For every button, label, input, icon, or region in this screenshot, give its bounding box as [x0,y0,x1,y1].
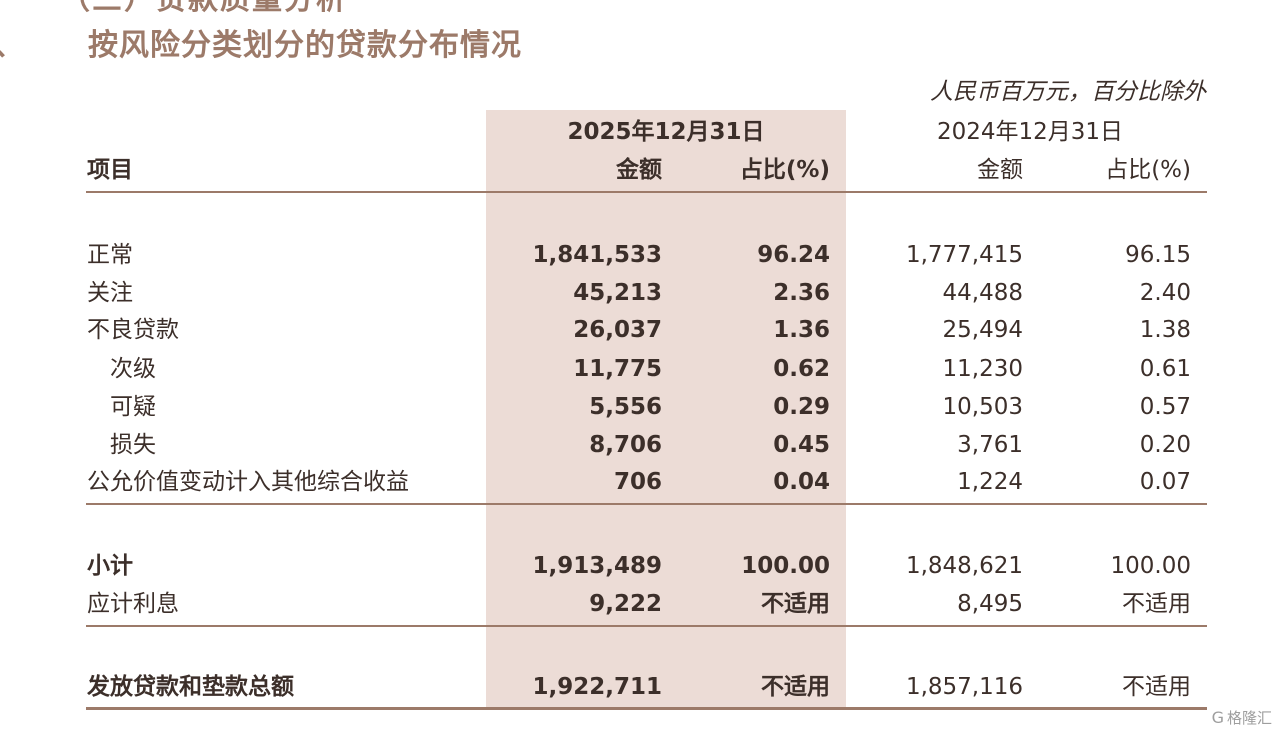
ratio-2024: 96.15 [1125,242,1191,268]
total-rule [86,625,1207,627]
ratio-2024: 2.40 [1139,280,1191,306]
ratio-2024: 100.00 [1110,553,1191,579]
ratio-2025: 不适用 [761,674,830,700]
header-amount-2024: 金额 [977,157,1023,183]
amount-2024: 44,488 [942,280,1023,306]
row-label: 应计利息 [87,591,179,617]
ratio-2025: 1.36 [773,317,830,343]
previous-heading-partial: （三）贷款质量分析 [60,0,348,18]
ratio-2025: 0.04 [773,469,830,495]
ratio-2024: 1.38 [1139,317,1191,343]
row-label: 损失 [110,432,156,458]
gelonghui-logo-icon: G [1211,708,1224,727]
row-label: 发放贷款和垫款总额 [87,674,294,700]
header-rule [86,191,1207,193]
ratio-2024: 0.57 [1139,394,1191,420]
ratio-2024: 0.20 [1139,432,1191,458]
section-marker: 、 [0,20,24,64]
ratio-2024: 0.61 [1139,356,1191,382]
amount-2024: 25,494 [942,317,1023,343]
amount-2025: 8,706 [589,432,662,458]
amount-2025: 45,213 [573,280,662,306]
section-title: 按风险分类划分的贷款分布情况 [88,28,522,63]
row-label: 正常 [87,242,133,268]
header-item: 项目 [87,157,133,183]
ratio-2025: 2.36 [773,280,830,306]
amount-2024: 1,777,415 [905,242,1023,268]
amount-2025: 5,556 [589,394,662,420]
amount-2025: 706 [613,469,662,495]
ratio-2025: 0.62 [773,356,830,382]
ratio-2024: 0.07 [1139,469,1191,495]
row-label: 可疑 [110,394,156,420]
row-label: 小计 [87,553,133,579]
ratio-2024: 不适用 [1122,674,1191,700]
header-ratio-2024: 占比(%) [1105,157,1191,183]
subtotal-rule [86,503,1207,505]
header-ratio-2025: 占比(%) [739,157,830,183]
amount-2024: 1,857,116 [905,674,1023,700]
amount-2025: 1,913,489 [532,553,663,579]
watermark-text: 格隆汇 [1226,709,1272,727]
amount-2024: 3,761 [957,432,1023,458]
row-label: 公允价值变动计入其他综合收益 [87,469,409,495]
amount-2024: 1,848,621 [905,553,1023,579]
row-label: 不良贷款 [87,317,179,343]
ratio-2025: 0.29 [773,394,830,420]
amount-2024: 8,495 [957,591,1023,617]
unit-note: 人民币百万元，百分比除外 [930,79,1206,105]
ratio-2025: 96.24 [757,242,830,268]
row-label: 次级 [110,356,156,382]
header-period-2025: 2025年12月31日 [567,119,765,145]
amount-2024: 11,230 [942,356,1023,382]
amount-2025: 1,922,711 [532,674,663,700]
ratio-2025: 100.00 [741,553,830,579]
amount-2025: 11,775 [573,356,662,382]
amount-2024: 10,503 [942,394,1023,420]
ratio-2025: 不适用 [761,591,830,617]
row-label: 关注 [87,280,133,306]
amount-2025: 9,222 [589,591,662,617]
header-amount-2025: 金额 [616,157,662,183]
current-period-highlight [486,110,846,708]
ratio-2025: 0.45 [773,432,830,458]
ratio-2024: 不适用 [1122,591,1191,617]
amount-2025: 1,841,533 [532,242,663,268]
bottom-rule [86,707,1207,710]
amount-2025: 26,037 [573,317,662,343]
header-period-2024: 2024年12月31日 [936,119,1124,145]
watermark: G 格隆汇 [1212,707,1272,728]
amount-2024: 1,224 [957,469,1023,495]
